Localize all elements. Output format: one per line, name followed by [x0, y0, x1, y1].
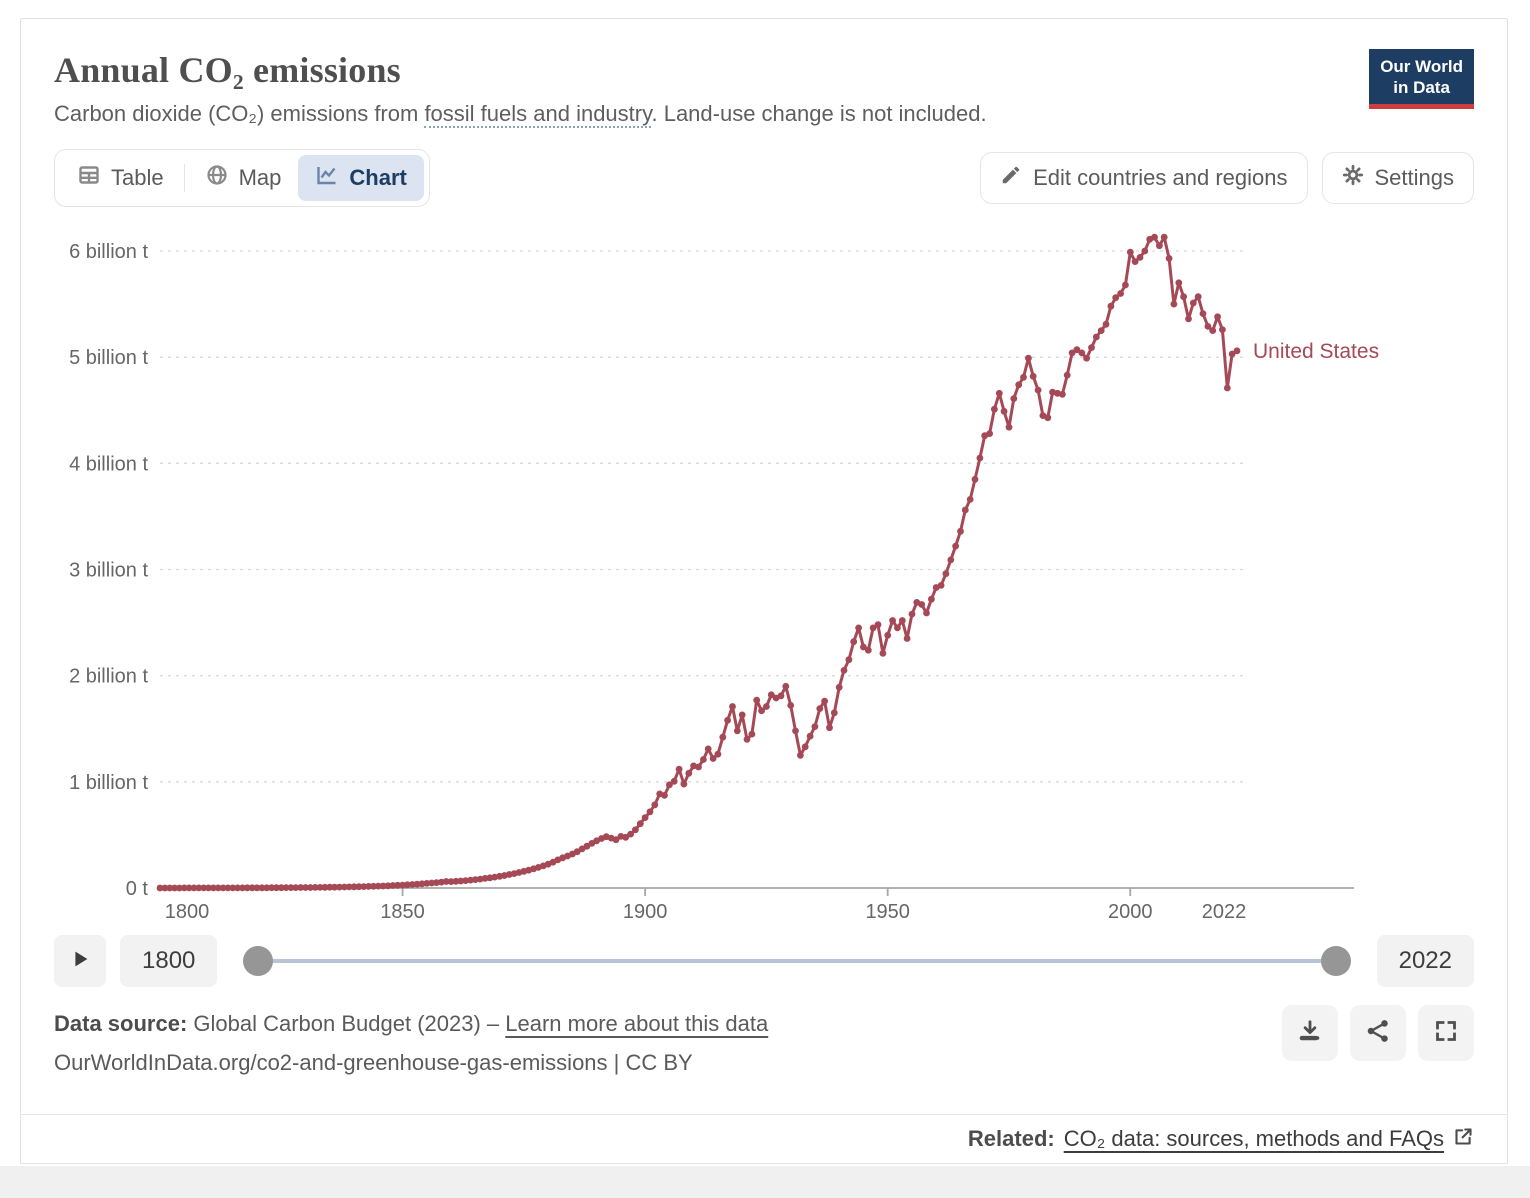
controls-row: Table Map Chart Edit countries	[54, 149, 1474, 207]
edit-countries-label: Edit countries and regions	[1033, 165, 1288, 190]
timeline-start-year[interactable]: 1800	[120, 935, 218, 987]
page-title: Annual CO₂ emissions	[54, 50, 401, 90]
svg-text:4 billion t: 4 billion t	[69, 453, 148, 475]
download-button[interactable]	[1282, 1005, 1338, 1061]
download-icon	[1297, 1018, 1323, 1049]
table-icon	[77, 163, 101, 193]
source-block: Data source: Global Carbon Budget (2023)…	[54, 1005, 768, 1082]
chart-subtitle: Carbon dioxide (CO₂) emissions from foss…	[54, 101, 1474, 128]
svg-text:0 t: 0 t	[126, 878, 149, 900]
slider-track[interactable]	[247, 959, 1347, 963]
view-tabs: Table Map Chart	[54, 149, 430, 207]
learn-more-link[interactable]: Learn more about this data	[505, 1011, 769, 1036]
share-icon	[1365, 1018, 1391, 1049]
tab-table-label: Table	[111, 165, 164, 190]
edit-countries-button[interactable]: Edit countries and regions	[980, 152, 1308, 204]
chart-area: 0 t 1 billion t 2 billion t 3 billion t 4 bi…	[54, 211, 1474, 927]
svg-text:6 billion t: 6 billion t	[69, 241, 148, 263]
fullscreen-icon	[1434, 1019, 1458, 1048]
page-background-strip	[0, 1166, 1530, 1198]
subtitle-text-suffix: . Land-use change is not included.	[651, 101, 987, 126]
gear-icon	[1342, 164, 1364, 192]
timeline-slider[interactable]	[243, 945, 1351, 977]
tab-map[interactable]: Map	[188, 155, 299, 201]
chart-header: Annual CO₂ emissions Carbon dioxide (CO₂…	[54, 49, 1474, 128]
svg-text:1800: 1800	[165, 901, 210, 923]
share-button[interactable]	[1350, 1005, 1406, 1061]
datasource-line: Data source: Global Carbon Budget (2023)…	[54, 1005, 768, 1044]
datasource-value: Global Carbon Budget (2023) –	[187, 1011, 506, 1036]
owid-logo[interactable]: Our World in Data	[1369, 49, 1474, 109]
tab-table[interactable]: Table	[60, 155, 181, 201]
related-bar: Related: CO₂ data: sources, methods and …	[21, 1114, 1507, 1163]
svg-text:1900: 1900	[623, 901, 668, 923]
line-chart-icon	[315, 163, 339, 193]
action-buttons	[1282, 1005, 1474, 1061]
svg-text:2022: 2022	[1202, 901, 1247, 923]
timeline-end-year[interactable]: 2022	[1376, 935, 1474, 987]
pencil-icon	[1000, 164, 1022, 192]
play-button[interactable]	[54, 935, 106, 987]
chart-footer: Data source: Global Carbon Budget (2023)…	[54, 1005, 1474, 1082]
slider-handle-start[interactable]	[243, 946, 274, 976]
timeline-controls: 1800 2022	[54, 933, 1474, 989]
series-end-label: United States	[1253, 340, 1379, 363]
tab-chart[interactable]: Chart	[298, 155, 424, 201]
subtitle-definition-link[interactable]: fossil fuels and industry	[424, 101, 652, 128]
slider-handle-end[interactable]	[1320, 946, 1351, 976]
svg-text:1950: 1950	[865, 901, 910, 923]
play-icon	[69, 948, 91, 975]
owid-logo-line2: in Data	[1393, 78, 1450, 98]
grapher-card: Annual CO₂ emissions Carbon dioxide (CO₂…	[20, 18, 1508, 1164]
related-link[interactable]: CO₂ data: sources, methods and FAQs	[1063, 1126, 1444, 1151]
svg-text:2 billion t: 2 billion t	[69, 666, 148, 688]
svg-text:3 billion t: 3 billion t	[69, 560, 148, 582]
subtitle-text-prefix: Carbon dioxide (CO₂) emissions from	[54, 101, 425, 126]
svg-text:2000: 2000	[1108, 901, 1153, 923]
settings-label: Settings	[1374, 165, 1455, 190]
datasource-label: Data source:	[54, 1011, 188, 1036]
svg-text:5 billion t: 5 billion t	[69, 347, 148, 369]
settings-button[interactable]: Settings	[1321, 152, 1474, 204]
owid-logo-line1: Our World	[1380, 57, 1463, 76]
citation-line: OurWorldInData.org/co2-and-greenhouse-ga…	[54, 1049, 693, 1075]
tab-divider	[183, 164, 185, 192]
header-buttons: Edit countries and regions Settings	[980, 152, 1474, 204]
related-label: Related:	[967, 1126, 1055, 1151]
tab-chart-label: Chart	[349, 165, 407, 190]
emissions-line-chart[interactable]: 0 t 1 billion t 2 billion t 3 billion t 4 bi…	[54, 211, 1476, 927]
globe-icon	[205, 163, 229, 193]
fullscreen-button[interactable]	[1418, 1005, 1474, 1061]
svg-text:1850: 1850	[380, 901, 425, 923]
tab-map-label: Map	[238, 165, 282, 190]
svg-text:1 billion t: 1 billion t	[69, 772, 148, 794]
external-link-icon	[1453, 1126, 1474, 1153]
